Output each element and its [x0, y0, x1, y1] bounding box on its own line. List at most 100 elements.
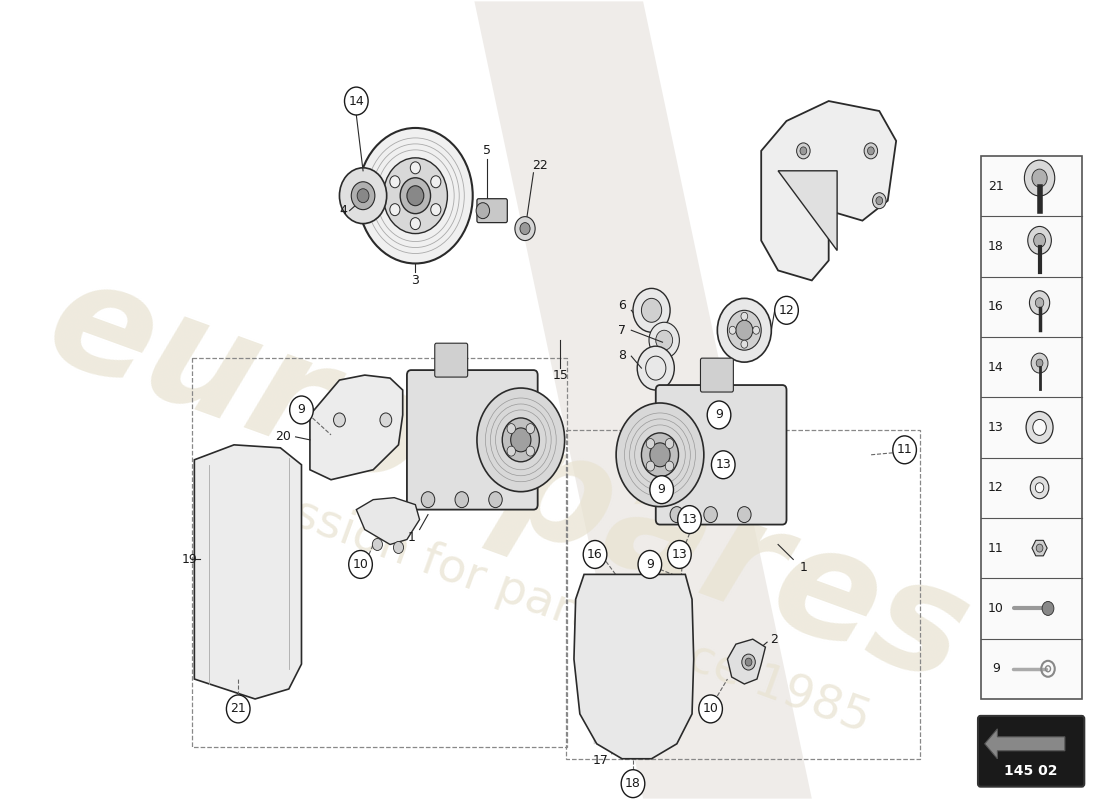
Circle shape — [1026, 411, 1053, 443]
Circle shape — [656, 330, 672, 350]
Circle shape — [685, 415, 736, 474]
Circle shape — [1027, 226, 1052, 254]
Circle shape — [650, 476, 673, 504]
Polygon shape — [474, 2, 812, 798]
Circle shape — [741, 654, 756, 670]
Circle shape — [372, 538, 383, 550]
Circle shape — [383, 158, 448, 234]
Circle shape — [632, 288, 670, 332]
Circle shape — [1033, 419, 1046, 435]
Circle shape — [666, 461, 673, 471]
Circle shape — [876, 197, 882, 205]
Circle shape — [738, 506, 751, 522]
Circle shape — [400, 178, 430, 214]
Text: 12: 12 — [988, 482, 1003, 494]
Text: 10: 10 — [703, 702, 718, 715]
Circle shape — [1036, 359, 1043, 367]
Text: 21: 21 — [230, 702, 246, 715]
Text: 16: 16 — [988, 300, 1003, 314]
Circle shape — [583, 541, 607, 569]
Polygon shape — [778, 170, 837, 250]
Circle shape — [670, 506, 683, 522]
Circle shape — [351, 182, 375, 210]
Circle shape — [741, 340, 748, 348]
Text: 13: 13 — [682, 513, 697, 526]
Circle shape — [678, 506, 702, 534]
Circle shape — [455, 492, 469, 508]
Polygon shape — [195, 445, 301, 699]
FancyBboxPatch shape — [407, 370, 538, 510]
Text: 8: 8 — [618, 349, 626, 362]
Circle shape — [641, 433, 679, 477]
Text: 9: 9 — [646, 558, 653, 571]
Circle shape — [646, 438, 654, 449]
Circle shape — [638, 550, 662, 578]
Circle shape — [227, 695, 250, 723]
Circle shape — [741, 312, 748, 320]
Circle shape — [379, 413, 392, 427]
FancyBboxPatch shape — [701, 358, 734, 392]
Circle shape — [1024, 160, 1055, 196]
Circle shape — [344, 87, 369, 115]
Circle shape — [389, 204, 400, 216]
Circle shape — [526, 446, 535, 456]
Circle shape — [646, 461, 654, 471]
Text: 9: 9 — [297, 403, 306, 417]
Circle shape — [507, 424, 516, 434]
Circle shape — [515, 217, 535, 241]
Circle shape — [641, 298, 662, 322]
Circle shape — [649, 322, 680, 358]
Circle shape — [650, 443, 670, 466]
Circle shape — [1042, 602, 1054, 615]
Bar — [565, 430, 920, 758]
Circle shape — [1035, 482, 1044, 493]
Text: 20: 20 — [275, 430, 290, 443]
Text: 7: 7 — [618, 324, 626, 337]
Circle shape — [1035, 298, 1044, 308]
Text: 9: 9 — [992, 662, 1000, 675]
Text: 18: 18 — [625, 777, 641, 790]
Bar — [980, 156, 1081, 699]
Text: 9: 9 — [715, 409, 723, 422]
Circle shape — [333, 413, 345, 427]
Text: 4: 4 — [340, 204, 348, 217]
Text: 16: 16 — [587, 548, 603, 561]
Text: 19: 19 — [182, 553, 197, 566]
Circle shape — [421, 492, 434, 508]
Text: 22: 22 — [532, 159, 548, 172]
Circle shape — [1032, 169, 1047, 187]
Text: 11: 11 — [896, 443, 913, 456]
Circle shape — [774, 296, 799, 324]
Circle shape — [717, 298, 771, 362]
Text: 21: 21 — [988, 179, 1003, 193]
Polygon shape — [310, 375, 403, 480]
Circle shape — [1030, 290, 1049, 314]
Text: 11: 11 — [988, 542, 1003, 554]
Circle shape — [893, 436, 916, 464]
Text: 13: 13 — [715, 458, 732, 471]
Circle shape — [503, 418, 539, 462]
Circle shape — [407, 186, 424, 206]
Circle shape — [745, 658, 752, 666]
Circle shape — [507, 446, 516, 456]
Circle shape — [510, 428, 531, 452]
Text: 15: 15 — [552, 369, 569, 382]
Circle shape — [431, 176, 441, 188]
Circle shape — [796, 143, 810, 159]
Text: 18: 18 — [988, 240, 1003, 253]
Text: 12: 12 — [779, 304, 794, 317]
Circle shape — [520, 222, 530, 234]
Text: 13: 13 — [671, 548, 688, 561]
Polygon shape — [1032, 540, 1047, 556]
Circle shape — [340, 168, 387, 224]
Circle shape — [410, 218, 420, 230]
Text: 13: 13 — [988, 421, 1003, 434]
Circle shape — [488, 492, 503, 508]
Text: 6: 6 — [618, 299, 626, 312]
Text: 9: 9 — [658, 483, 666, 496]
Circle shape — [729, 326, 736, 334]
Circle shape — [616, 403, 704, 506]
Circle shape — [358, 128, 473, 263]
Circle shape — [358, 189, 368, 202]
Circle shape — [872, 193, 886, 209]
